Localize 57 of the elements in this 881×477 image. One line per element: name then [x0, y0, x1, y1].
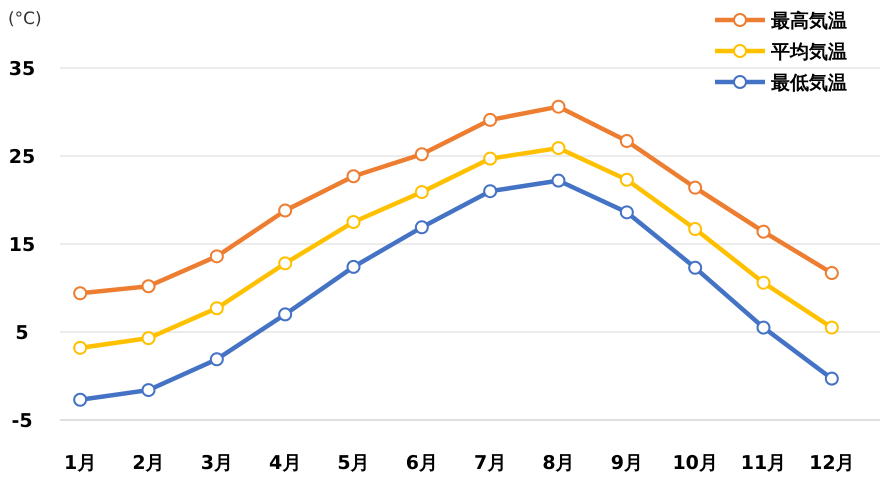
y-tick-label: 25	[8, 146, 36, 168]
point	[210, 352, 224, 366]
point	[210, 301, 224, 316]
point	[278, 256, 292, 270]
x-tick-label: 2月	[132, 452, 165, 474]
x-tick-label: 11月	[740, 452, 786, 474]
y-tick-label: 5	[15, 322, 29, 344]
point	[483, 112, 498, 127]
x-tick-label: 1月	[64, 452, 96, 474]
point	[278, 307, 292, 322]
x-tick-label: 6月	[406, 452, 438, 474]
point	[414, 147, 429, 162]
y-axis-title: (°C)	[8, 9, 42, 29]
point	[756, 276, 770, 290]
x-tick-label: 5月	[337, 452, 370, 474]
point	[824, 372, 839, 386]
x-tick-label: 12月	[809, 452, 855, 474]
point	[688, 260, 702, 275]
point	[346, 215, 360, 229]
legend-label: 最低気温	[770, 72, 847, 94]
x-tick-label: 9月	[610, 452, 643, 474]
point	[278, 204, 292, 218]
point	[73, 392, 88, 407]
point	[620, 172, 634, 187]
point	[552, 174, 566, 188]
point	[756, 320, 770, 335]
point	[142, 383, 156, 398]
point	[142, 331, 156, 346]
x-tick-label: 8月	[542, 452, 575, 474]
point	[688, 222, 702, 236]
point	[483, 184, 498, 198]
point	[73, 340, 88, 355]
legend-label: 最高気温	[770, 10, 847, 32]
point	[552, 100, 566, 114]
point	[346, 169, 360, 184]
point	[210, 249, 224, 264]
point	[620, 134, 634, 148]
point	[142, 279, 156, 294]
y-tick-label: -5	[11, 410, 33, 432]
x-tick-label: 10月	[672, 452, 718, 474]
point	[552, 141, 566, 156]
x-tick-label: 7月	[474, 452, 506, 474]
point	[414, 220, 429, 234]
x-tick-label: 3月	[200, 452, 233, 474]
point	[620, 205, 634, 220]
point	[483, 152, 498, 166]
x-tick-label: 4月	[269, 452, 302, 474]
point	[824, 266, 839, 280]
point	[824, 320, 839, 335]
point	[346, 260, 360, 274]
y-tick-label: 35	[8, 58, 36, 80]
point	[414, 185, 429, 200]
point	[73, 286, 88, 300]
legend-label: 平均気温	[770, 41, 847, 63]
y-tick-label: 15	[8, 234, 36, 256]
point	[756, 224, 770, 239]
point	[688, 180, 702, 195]
